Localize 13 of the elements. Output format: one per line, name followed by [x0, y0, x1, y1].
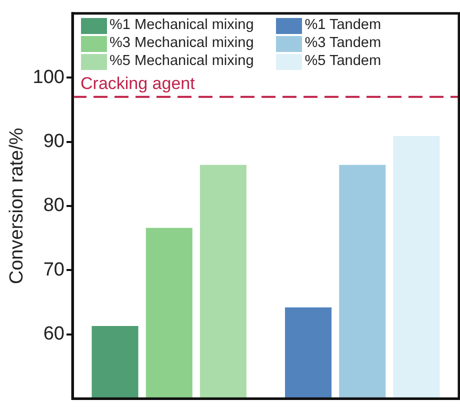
y-tick-label: 60	[43, 324, 64, 345]
legend-label: %3 Mechanical mixing	[110, 35, 254, 52]
y-tick-label: 70	[43, 259, 64, 280]
legend-label: %1 Tandem	[304, 17, 382, 34]
legend-label: %3 Tandem	[304, 35, 382, 52]
y-tick-label: 90	[43, 131, 64, 152]
y-tick-label: 80	[43, 195, 64, 216]
legend-label: %1 Mechanical mixing	[110, 17, 254, 34]
legend-label: %5 Tandem	[304, 53, 382, 70]
y-axis-title: Conversion rate/%	[6, 128, 28, 284]
ref-line-label: Cracking agent	[80, 74, 196, 94]
legend-label: %5 Mechanical mixing	[110, 53, 254, 70]
y-tick-label: 100	[32, 66, 64, 88]
